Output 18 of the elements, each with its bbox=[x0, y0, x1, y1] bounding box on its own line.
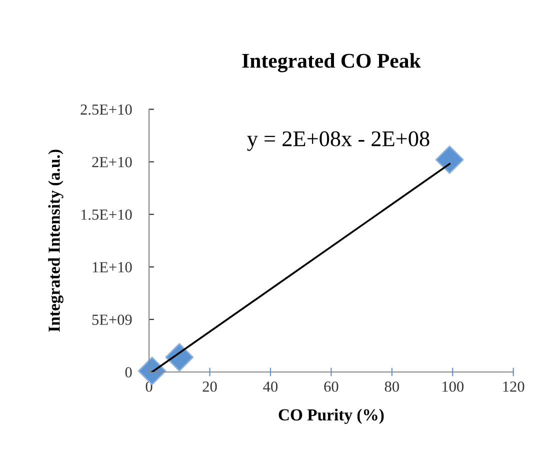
x-tick-label: 60 bbox=[324, 381, 338, 392]
x-tick-label: 120 bbox=[503, 381, 524, 392]
y-tick-label: 1E+10 bbox=[92, 262, 132, 272]
point bbox=[165, 343, 194, 372]
y-tick-label: 1.5E+10 bbox=[81, 210, 132, 220]
x-tick-label: 100 bbox=[442, 381, 464, 392]
x-tick-label: 80 bbox=[384, 381, 399, 392]
annotation: y = 2E+08x - 2E+08 bbox=[247, 131, 430, 151]
y-axis-title: Integrated Intensity (a.u.) bbox=[48, 150, 64, 332]
x-axis-title: CO Purity (%) bbox=[278, 408, 384, 424]
x-tick-label: 40 bbox=[263, 381, 278, 392]
point bbox=[435, 145, 464, 174]
chart-title: Integrated CO Peak bbox=[242, 53, 421, 72]
y-tick-label: 2.5E+10 bbox=[80, 104, 132, 115]
y-tick-label: 5E+09 bbox=[92, 314, 132, 325]
x-tick-label: 20 bbox=[202, 381, 217, 392]
y-tick-label: 0 bbox=[125, 367, 132, 378]
y-tick-label: 2E+10 bbox=[92, 156, 132, 168]
